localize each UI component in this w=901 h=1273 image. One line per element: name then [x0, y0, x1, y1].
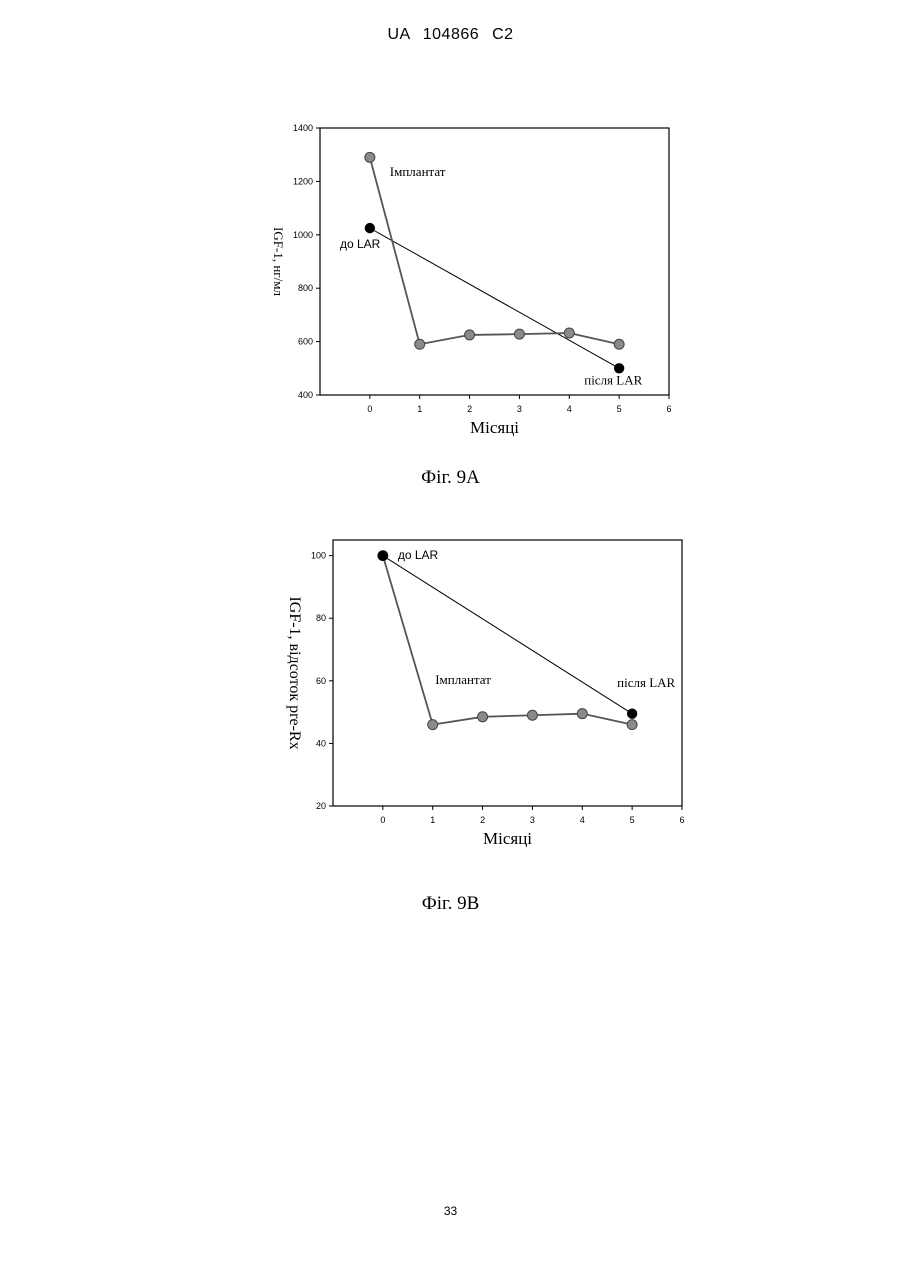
chart-9a-x-tick-label: 4 [567, 404, 572, 414]
chart-9b-implant-point [478, 712, 488, 722]
chart-9b-implant-point [428, 720, 438, 730]
chart-9b-x-tick-label: 0 [380, 815, 385, 825]
chart-9b-series-implant-line [383, 556, 632, 725]
chart-9b-y-tick-label: 40 [316, 738, 326, 748]
chart-9a-y-tick-label: 600 [298, 337, 313, 347]
chart-9b: 20 40 60 80 100 0 1 2 3 4 5 6 Місяці IGF-1, відсоток … [0, 530, 901, 870]
chart-9a-annotation: до LAR [340, 237, 381, 251]
chart-9a-x-tick-label: 0 [367, 404, 372, 414]
chart-9b-x-axis-label: Місяці [483, 829, 532, 848]
chart-9a-series-implant-line [370, 157, 619, 344]
figure-caption-9a: Фіг. 9A [0, 467, 901, 489]
chart-9a-svg: 400 600 800 1000 1200 1400 0 1 2 3 4 5 6 Місяці IGF-1,… [0, 110, 901, 450]
chart-9b-implant-point [577, 709, 587, 719]
chart-9b-x-tick-label: 6 [679, 815, 684, 825]
chart-9a-implant-point [614, 339, 624, 349]
chart-9a-implant-point [365, 152, 375, 162]
chart-9b-x-tick-label: 1 [430, 815, 435, 825]
chart-9b-y-tick-label: 80 [316, 613, 326, 623]
page-number: 33 [0, 1204, 901, 1218]
chart-9b-y-tick-label: 100 [311, 551, 326, 561]
chart-9a-x-tick-label: 2 [467, 404, 472, 414]
chart-9a-y-tick-label: 1400 [293, 123, 313, 133]
chart-9b-implant-point [527, 710, 537, 720]
chart-9a-annotation: Імплантат [390, 164, 446, 179]
chart-9a-y-tick-label: 1000 [293, 230, 313, 240]
chart-9b-annotation: до LAR [398, 548, 439, 562]
chart-9b-svg: 20 40 60 80 100 0 1 2 3 4 5 6 Місяці IGF-1, відсоток … [0, 530, 901, 870]
chart-9a-implant-point [514, 329, 524, 339]
chart-9a-lar-point [365, 223, 375, 233]
chart-9a-implant-point [564, 328, 574, 338]
chart-9a-y-tick-label: 800 [298, 283, 313, 293]
chart-9a-y-tick-label: 1200 [293, 176, 313, 186]
chart-9a-implant-point [465, 330, 475, 340]
chart-9b-y-axis-label: IGF-1, відсоток pre-Rx [286, 596, 303, 749]
chart-9a-y-tick-label: 400 [298, 390, 313, 400]
chart-9b-implant-point [627, 720, 637, 730]
chart-9a-x-tick-label: 3 [517, 404, 522, 414]
chart-9b-plot-frame [333, 540, 682, 806]
chart-9a-y-axis-label: IGF-1, нг/мл [271, 227, 286, 296]
chart-9b-lar-point [378, 550, 388, 560]
chart-9b-x-tick-label: 3 [530, 815, 535, 825]
chart-9a-x-tick-label: 1 [417, 404, 422, 414]
chart-9a-x-tick-label: 6 [666, 404, 671, 414]
chart-9b-annotation: після LAR [617, 675, 675, 690]
chart-9a-x-tick-label: 5 [617, 404, 622, 414]
document-header: UA 104866 C2 [0, 26, 901, 44]
chart-9a-x-axis-label: Місяці [470, 418, 519, 437]
chart-9a: 400 600 800 1000 1200 1400 0 1 2 3 4 5 6 Місяці IGF-1,… [0, 110, 901, 450]
chart-9b-series-lar-line [383, 556, 632, 714]
chart-9b-x-tick-label: 2 [480, 815, 485, 825]
chart-9b-annotation: Імплантат [435, 672, 491, 687]
chart-9b-x-tick-label: 5 [630, 815, 635, 825]
chart-9a-implant-point [415, 339, 425, 349]
chart-9b-x-tick-label: 4 [580, 815, 585, 825]
figure-caption-9b: Фіг. 9B [0, 893, 901, 915]
chart-9b-y-tick-label: 20 [316, 801, 326, 811]
chart-9b-y-tick-label: 60 [316, 676, 326, 686]
chart-9b-lar-point [627, 708, 637, 718]
chart-9a-annotation: після LAR [584, 372, 642, 387]
